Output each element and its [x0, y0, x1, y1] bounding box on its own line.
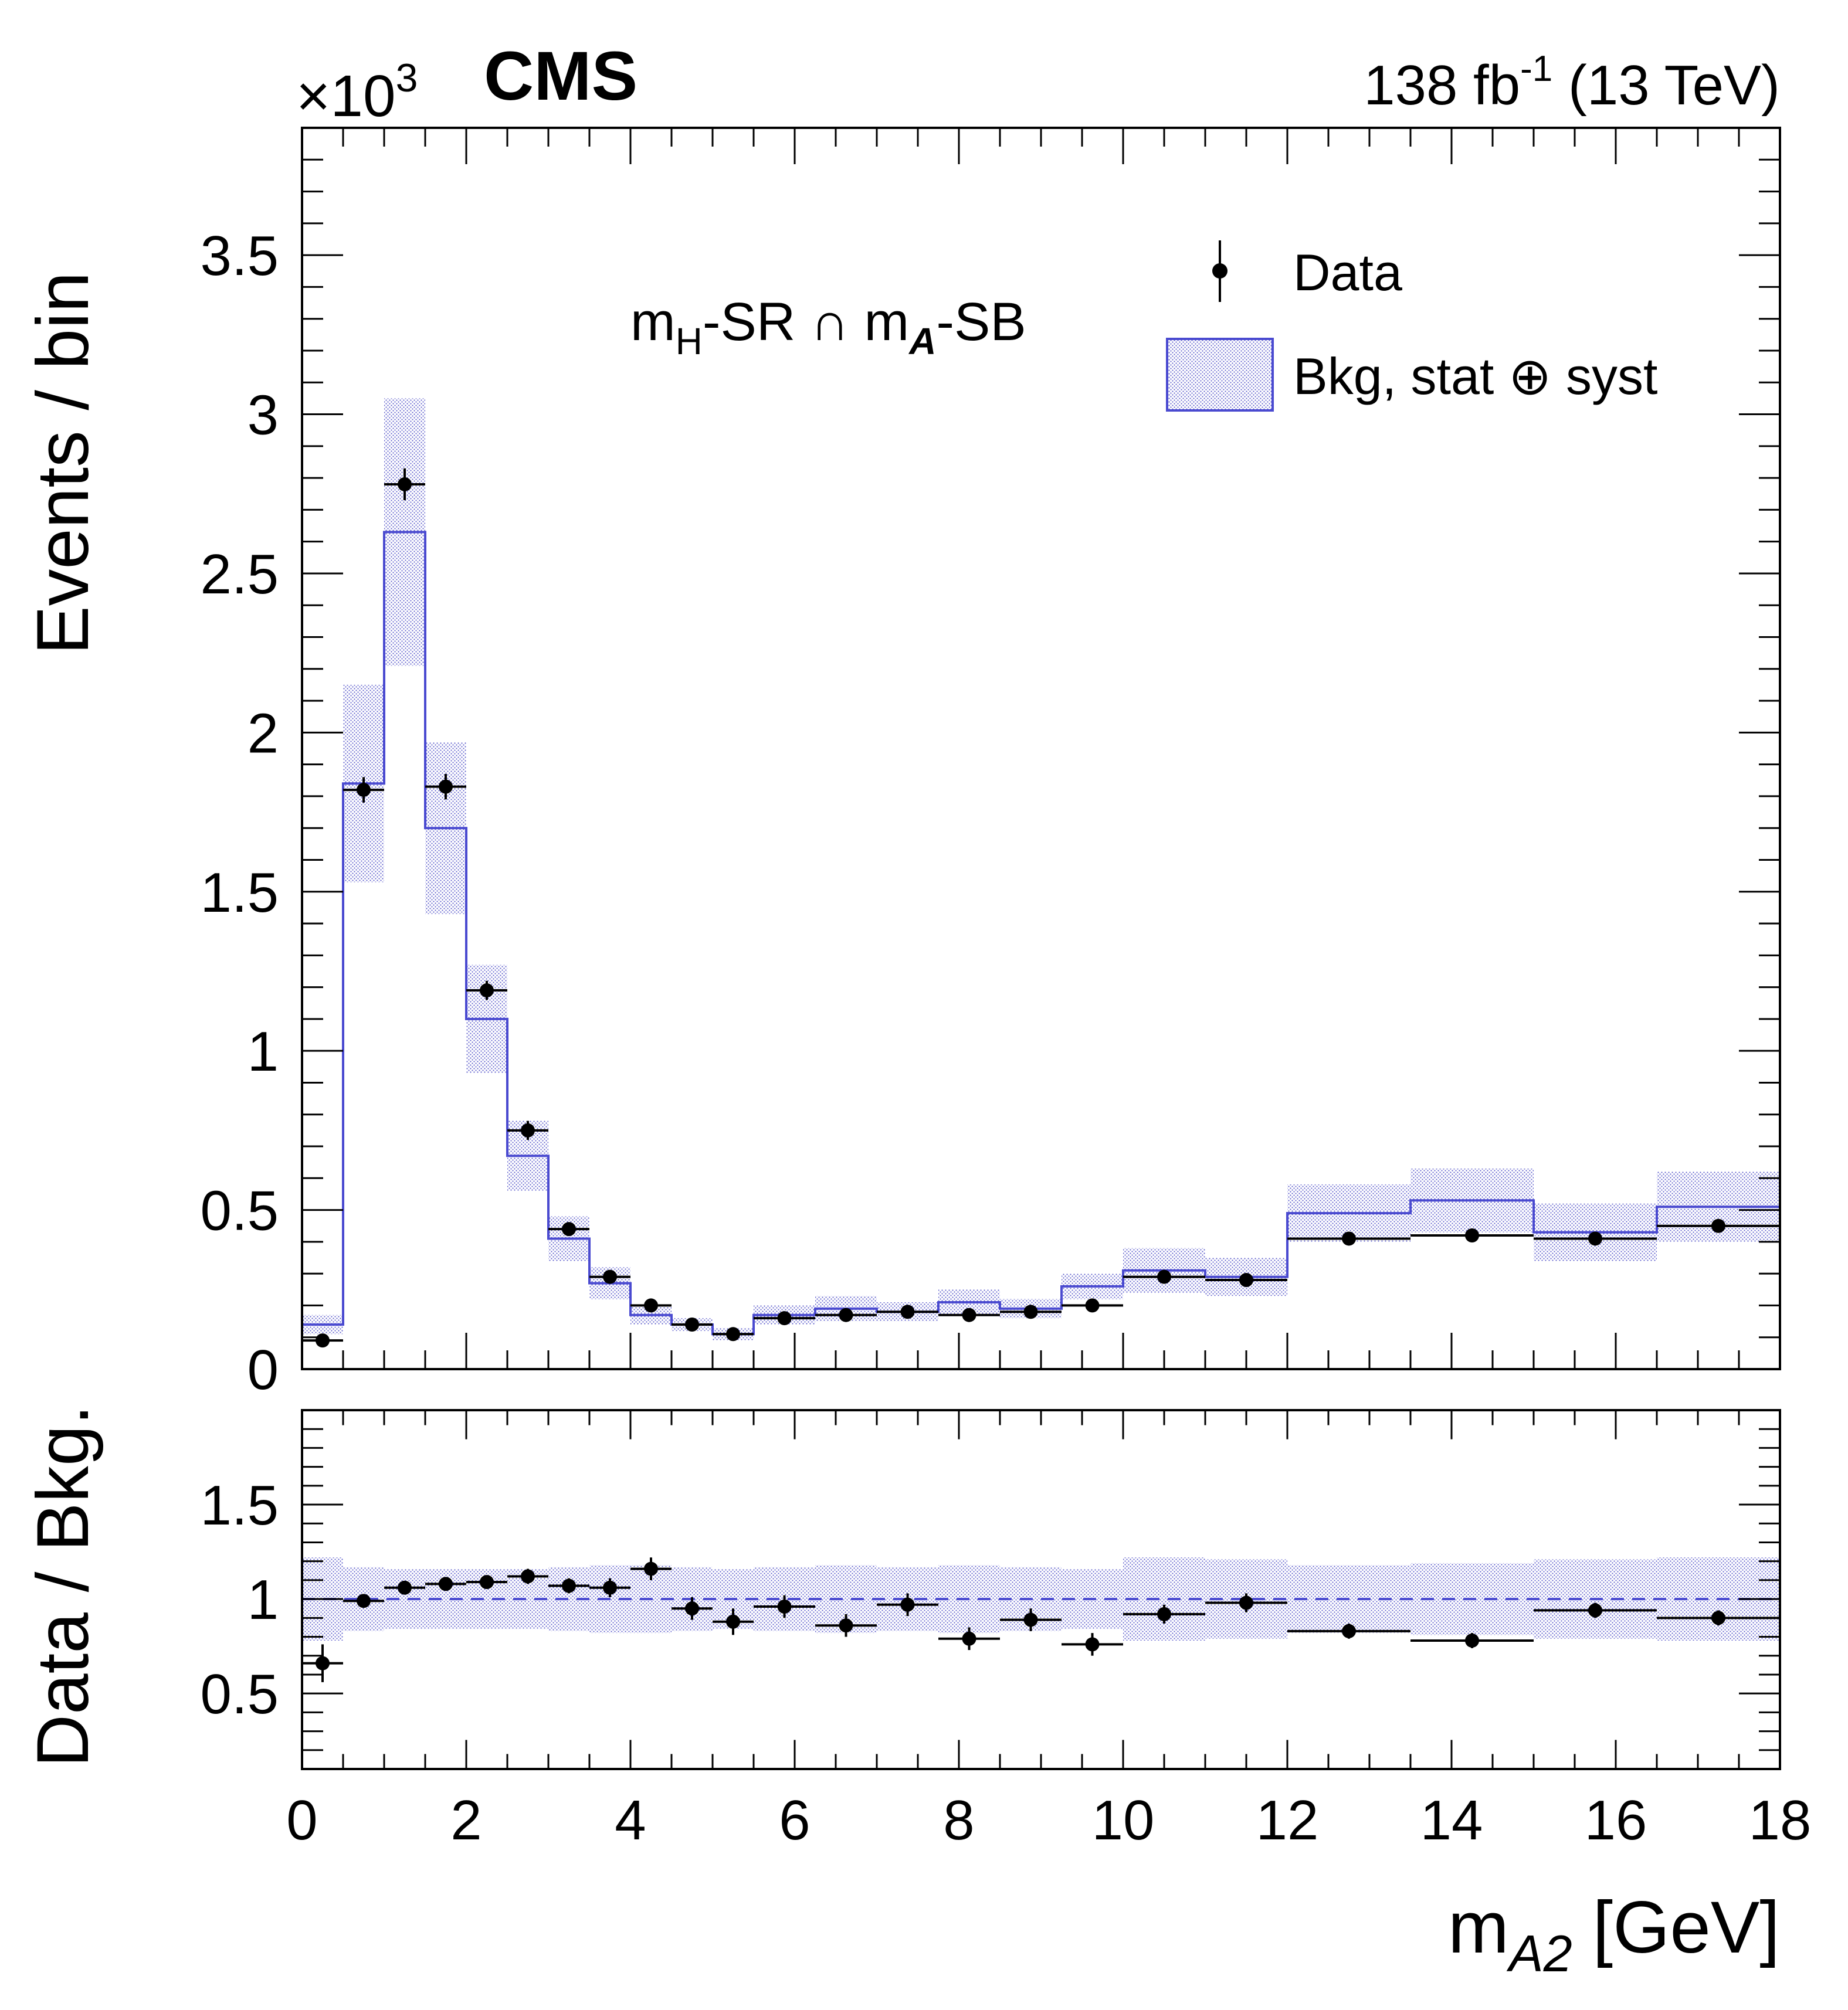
x-tick-label: 0	[286, 1789, 317, 1852]
data-point	[644, 1298, 658, 1313]
legend-data-marker	[1212, 263, 1228, 279]
ratio-point	[1465, 1633, 1479, 1648]
experiment-label: CMS	[484, 38, 638, 115]
x-tick-label: 12	[1256, 1789, 1319, 1852]
data-point	[685, 1318, 699, 1332]
legend-bkg-label: Bkg, stat ⊕ syst	[1293, 347, 1657, 405]
data-point	[1342, 1231, 1356, 1246]
background-uncertainty-band	[302, 398, 1780, 1341]
data-point	[1023, 1305, 1038, 1319]
y-tick-label: 0	[247, 1339, 279, 1401]
bottom-y-axis-title: Data / Bkg.	[22, 1405, 104, 1767]
y-tick-label: 3.5	[201, 225, 279, 287]
y-tick-label: 1.5	[201, 1474, 279, 1537]
x-tick-label: 10	[1092, 1789, 1155, 1852]
ratio-point	[439, 1577, 453, 1591]
data-point	[357, 783, 371, 797]
ratio-point	[900, 1597, 915, 1612]
data-point	[1711, 1218, 1725, 1233]
x-tick-label: 2	[450, 1789, 482, 1852]
x-tick-labels: 0 2 4 6 8 10 12 14 16 18	[286, 1789, 1811, 1852]
ratio-point	[1085, 1637, 1100, 1652]
x-tick-label: 18	[1749, 1789, 1812, 1852]
ratio-point	[603, 1580, 617, 1595]
data-point	[839, 1308, 853, 1322]
data-point	[603, 1269, 617, 1284]
data-point	[562, 1222, 576, 1237]
data-point	[726, 1327, 740, 1342]
data-points	[302, 468, 1780, 1348]
data-point	[1465, 1228, 1479, 1243]
y-tick-label: 3	[247, 384, 279, 447]
y-tick-label: 2	[247, 702, 279, 765]
data-point	[1239, 1273, 1253, 1288]
y-tick-label: 1.5	[201, 861, 279, 924]
x-tick-label: 16	[1585, 1789, 1647, 1852]
data-point	[900, 1305, 915, 1319]
data-point	[398, 477, 412, 491]
legend-data-label: Data	[1293, 243, 1402, 301]
ratio-point	[1342, 1624, 1356, 1638]
exponent-label: ×103	[296, 56, 418, 129]
x-tick-label: 6	[779, 1789, 810, 1852]
ratio-point	[685, 1601, 699, 1616]
ratio-points	[302, 1557, 1780, 1682]
ratio-point	[644, 1561, 658, 1576]
x-tick-label: 14	[1420, 1789, 1483, 1852]
data-point	[480, 983, 494, 998]
y-tick-label: 0.5	[201, 1180, 279, 1242]
lumi-label: 138 fb-1 (13 TeV)	[1364, 49, 1780, 117]
ratio-point	[480, 1575, 494, 1590]
x-tick-label: 8	[943, 1789, 974, 1852]
x-axis-title: mA2 [GeV]	[1448, 1887, 1780, 1982]
x-tick-label: 4	[615, 1789, 646, 1852]
ratio-point	[357, 1594, 371, 1608]
y-tick-label: 0.5	[201, 1663, 279, 1726]
ratio-point	[1711, 1611, 1725, 1625]
y-tick-label: 2.5	[201, 543, 279, 606]
data-point	[1085, 1298, 1100, 1313]
legend: Data Bkg, stat ⊕ syst	[1166, 240, 1657, 412]
ratio-point	[562, 1578, 576, 1593]
y-tick-label: 1	[247, 1568, 279, 1631]
legend-bkg-swatch	[1166, 338, 1274, 412]
data-point	[1588, 1231, 1602, 1246]
bottom-y-tick-labels: 0.5 1 1.5	[201, 1474, 279, 1726]
data-point	[439, 779, 453, 794]
data-point	[1157, 1269, 1171, 1284]
ratio-point	[777, 1599, 792, 1614]
ratio-point	[1588, 1603, 1602, 1618]
ratio-point	[316, 1656, 330, 1671]
ratio-point	[1157, 1607, 1171, 1621]
top-y-tick-labels: 0 0.5 1 1.5 2 2.5 3 3.5	[201, 225, 279, 1401]
ratio-point	[962, 1631, 976, 1646]
ratio-point	[1023, 1612, 1038, 1627]
y-tick-label: 1	[247, 1020, 279, 1083]
data-point	[962, 1308, 976, 1322]
ratio-point	[839, 1618, 853, 1633]
top-y-axis-title: Events / bin	[22, 271, 104, 654]
ratio-point	[726, 1614, 740, 1629]
ratio-point	[521, 1569, 535, 1584]
data-point	[777, 1311, 792, 1326]
data-point	[521, 1123, 535, 1138]
region-label: mH-SR ∩ mA-SB	[630, 292, 1026, 362]
data-point	[316, 1333, 330, 1348]
axis-ticks	[301, 127, 1781, 1769]
ratio-point	[398, 1580, 412, 1595]
ratio-point	[1239, 1595, 1253, 1610]
